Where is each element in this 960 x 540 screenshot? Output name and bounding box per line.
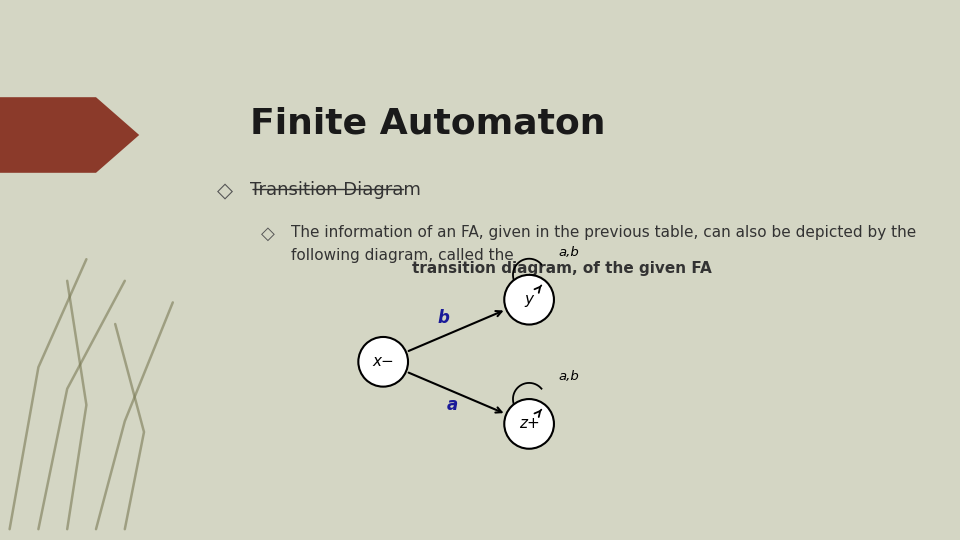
Text: ◇: ◇ xyxy=(217,181,232,201)
Text: a: a xyxy=(446,396,458,414)
Text: ◇: ◇ xyxy=(261,225,276,243)
Text: b: b xyxy=(438,309,449,327)
Text: a,b: a,b xyxy=(559,370,579,383)
Text: Finite Automaton: Finite Automaton xyxy=(251,106,606,140)
Text: a,b: a,b xyxy=(559,246,579,259)
Text: Transition Diagram: Transition Diagram xyxy=(251,181,421,199)
Circle shape xyxy=(358,337,408,387)
Circle shape xyxy=(504,399,554,449)
Text: The information of an FA, given in the previous table, can also be depicted by t: The information of an FA, given in the p… xyxy=(291,225,917,262)
Text: x−: x− xyxy=(372,354,394,369)
Text: transition diagram, of the given FA: transition diagram, of the given FA xyxy=(413,261,712,276)
Text: z+: z+ xyxy=(518,416,540,431)
Circle shape xyxy=(504,275,554,325)
Text: y: y xyxy=(524,292,534,307)
